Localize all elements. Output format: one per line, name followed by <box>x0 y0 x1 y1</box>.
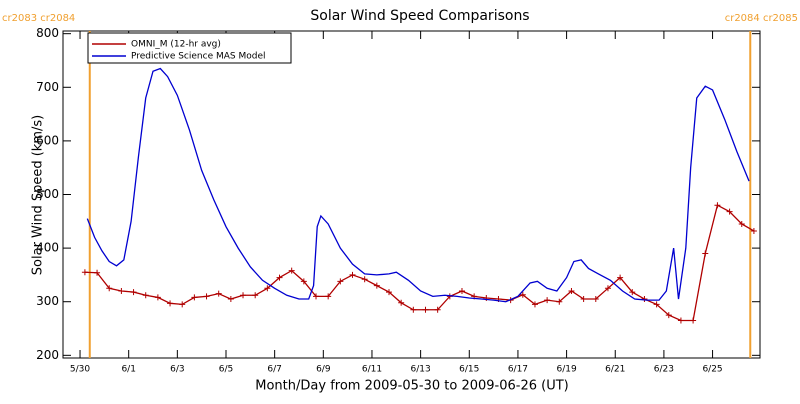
data-point <box>714 202 721 209</box>
data-point <box>690 317 697 324</box>
data-point <box>422 306 429 313</box>
x-tick-label: 6/19 <box>556 365 576 375</box>
data-point <box>215 290 222 297</box>
data-point <box>288 267 295 274</box>
data-point <box>276 274 283 281</box>
x-tick-label: 6/9 <box>316 365 331 375</box>
data-point <box>434 306 441 313</box>
y-axis-label: Solar Wind Speed (km/s) <box>31 115 46 275</box>
data-point <box>142 292 149 299</box>
x-tick-label: 6/5 <box>219 365 233 375</box>
data-point <box>325 293 332 300</box>
data-point <box>665 312 672 319</box>
x-tick-label: 6/17 <box>508 365 528 375</box>
data-point <box>203 293 210 300</box>
data-point <box>398 299 405 306</box>
data-point <box>531 301 538 308</box>
data-point <box>677 317 684 324</box>
legend-box <box>87 32 292 64</box>
data-point <box>191 294 198 301</box>
data-point <box>264 285 271 292</box>
data-point <box>361 276 368 283</box>
y-tick-label: 700 <box>36 80 59 94</box>
data-point <box>604 285 611 292</box>
x-tick-label: 6/3 <box>170 365 184 375</box>
data-point <box>81 269 88 276</box>
x-tick-label: 6/13 <box>411 365 431 375</box>
data-point <box>252 292 259 299</box>
x-axis-label: Month/Day from 2009-05-30 to 2009-06-26 … <box>255 379 568 394</box>
data-point <box>629 289 636 296</box>
y-tick-label: 800 <box>36 26 59 40</box>
y-tick-label: 300 <box>36 294 59 308</box>
legend-label: Predictive Science MAS Model <box>131 52 266 62</box>
data-point <box>385 289 392 296</box>
boundary-label: cr2084 cr2085 <box>725 13 798 24</box>
series-line <box>86 67 750 303</box>
data-point <box>106 285 113 292</box>
data-point <box>592 296 599 303</box>
data-point <box>580 296 587 303</box>
data-point <box>458 287 465 294</box>
x-tick-label: 5/30 <box>70 365 90 375</box>
data-point <box>240 292 247 299</box>
data-point <box>568 287 575 294</box>
data-point <box>300 278 307 285</box>
x-tick-label: 6/21 <box>605 365 625 375</box>
y-tick-label: 600 <box>36 133 59 147</box>
data-point <box>750 227 757 234</box>
y-tick-label: 400 <box>36 241 59 255</box>
data-point <box>154 294 161 301</box>
data-point <box>617 274 624 281</box>
chart-title: Solar Wind Speed Comparisons <box>310 8 529 24</box>
y-tick-label: 200 <box>36 348 59 362</box>
legend-label: OMNI_M (12-hr avg) <box>131 40 221 50</box>
x-tick-label: 6/23 <box>654 365 674 375</box>
data-point <box>118 287 125 294</box>
data-point <box>653 301 660 308</box>
x-tick-label: 6/15 <box>459 365 479 375</box>
data-point <box>641 296 648 303</box>
data-point <box>556 298 563 305</box>
x-tick-label: 6/1 <box>121 365 135 375</box>
data-point <box>130 289 137 296</box>
x-tick-label: 6/25 <box>702 365 722 375</box>
data-point <box>179 301 186 308</box>
data-point <box>519 291 526 298</box>
data-point <box>94 269 101 276</box>
data-point <box>313 293 320 300</box>
data-point <box>738 220 745 227</box>
data-point <box>726 208 733 215</box>
data-point <box>544 297 551 304</box>
x-tick-label: 6/7 <box>267 365 281 375</box>
data-point <box>167 300 174 307</box>
boundary-label: cr2083 cr2084 <box>2 13 75 24</box>
data-point <box>227 296 234 303</box>
data-point <box>337 278 344 285</box>
data-point <box>373 282 380 289</box>
data-point <box>702 250 709 257</box>
data-point <box>410 306 417 313</box>
data-point <box>349 271 356 278</box>
y-tick-label: 500 <box>36 187 59 201</box>
x-tick-label: 6/11 <box>362 365 382 375</box>
